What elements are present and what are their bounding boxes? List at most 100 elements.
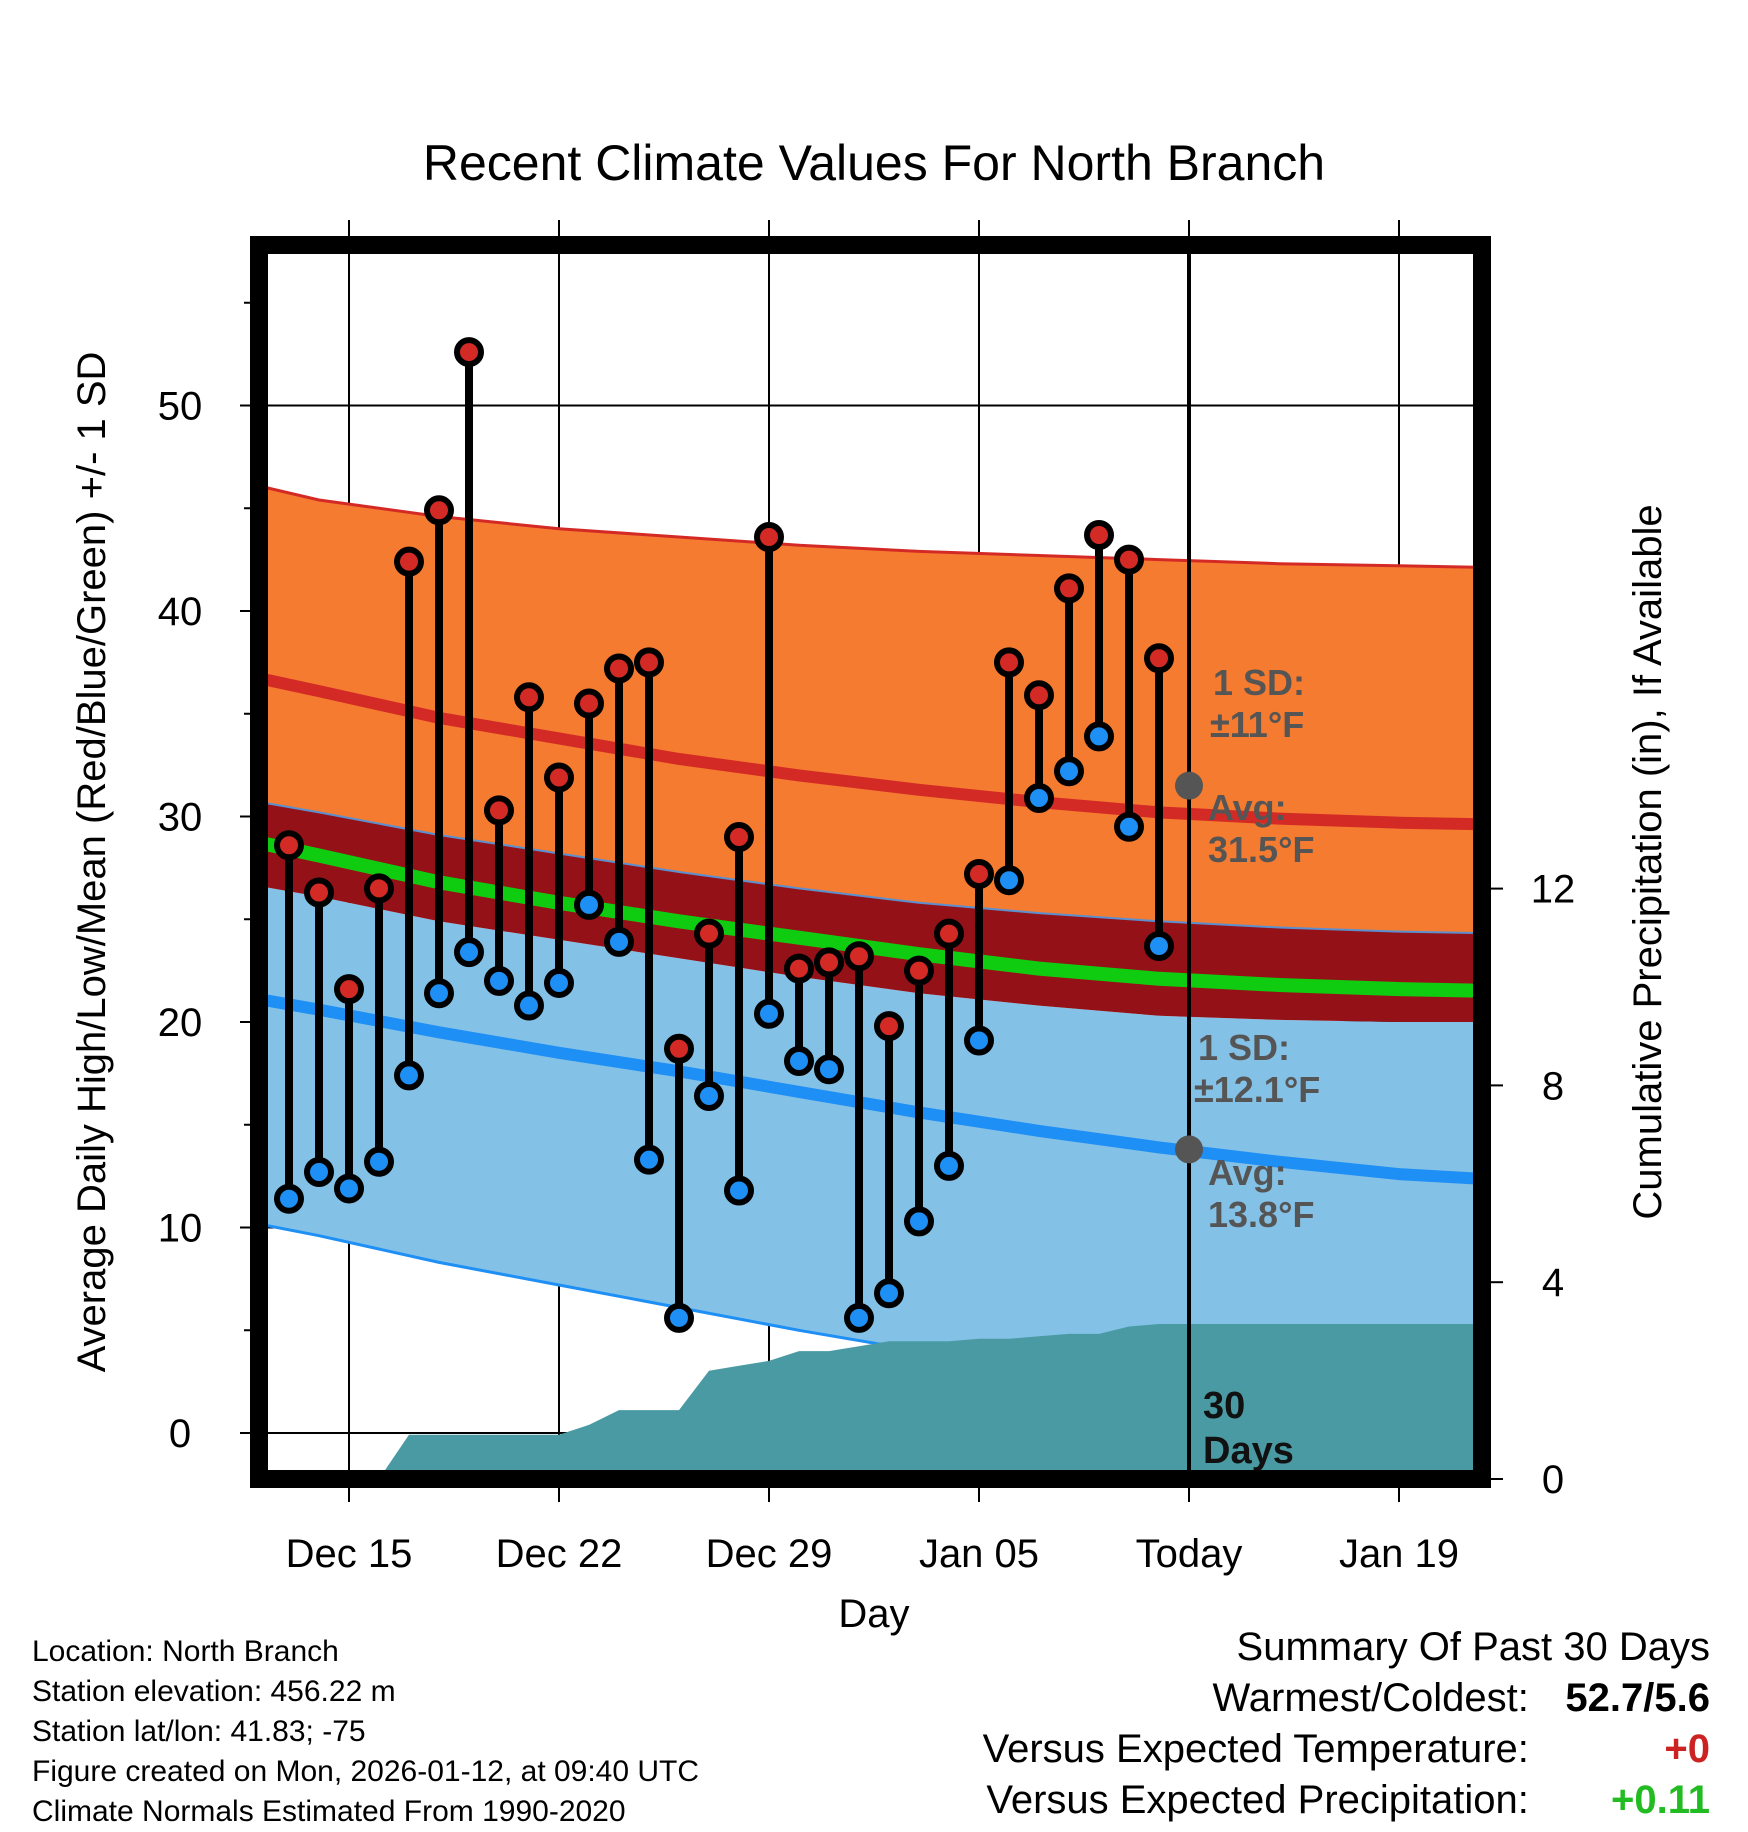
- y-tick-label: 0: [169, 1412, 191, 1456]
- y-tick-label: 30: [158, 796, 203, 840]
- daily-low-point: [844, 1302, 874, 1333]
- daily-low-point: [1024, 783, 1054, 814]
- chart-title: Recent Climate Values For North Branch: [423, 135, 1325, 191]
- y-tick-label: 40: [158, 590, 203, 634]
- daily-low-point: [574, 889, 604, 920]
- summary-temp: Versus Expected Temperature: +0: [983, 1724, 1710, 1775]
- daily-low-point: [814, 1054, 844, 1085]
- warm-cold-label: Warmest/Coldest:: [1212, 1676, 1529, 1720]
- daily-high-point: [1144, 643, 1174, 674]
- plot-frame: [250, 236, 1491, 1488]
- info-latlon: Station lat/lon: 41.83; -75: [32, 1715, 366, 1748]
- high-sd-label: 1 SD:: [1213, 662, 1305, 703]
- summary-panel: Summary Of Past 30 Days Warmest/Coldest:…: [983, 1622, 1710, 1826]
- daily-high-point: [904, 955, 934, 986]
- days-unit-label: Days: [1203, 1430, 1294, 1472]
- low-avg-label: Avg:: [1208, 1152, 1287, 1193]
- info-created: Figure created on Mon, 2026-01-12, at 09…: [32, 1755, 700, 1788]
- warm-cold-value: 52.7/5.6: [1565, 1676, 1710, 1720]
- daily-high-point: [1084, 519, 1114, 550]
- daily-high-point: [304, 877, 334, 908]
- low-avg-value: 13.8°F: [1208, 1194, 1314, 1235]
- daily-high-point: [514, 682, 544, 713]
- y-right-tick-label: 12: [1531, 868, 1576, 912]
- y-tick-label: 50: [158, 385, 203, 429]
- summary-heading: Summary Of Past 30 Days: [1236, 1625, 1710, 1669]
- low-sd-value: ±12.1°F: [1194, 1069, 1320, 1110]
- daily-high-point: [1024, 680, 1054, 711]
- daily-low-point: [784, 1046, 814, 1077]
- daily-high-point: [874, 1011, 904, 1042]
- daily-high-point: [754, 522, 784, 553]
- daily-low-point: [934, 1150, 964, 1181]
- daily-high-point: [994, 647, 1024, 678]
- daily-low-point: [484, 965, 514, 996]
- high-avg-marker: [1175, 771, 1203, 800]
- info-location: Location: North Branch: [32, 1635, 339, 1668]
- high-upper-edge: [259, 484, 1482, 569]
- daily-low-point: [754, 998, 784, 1029]
- y-right-tick-label: 4: [1542, 1261, 1564, 1305]
- x-tick-label: Today: [1136, 1532, 1243, 1576]
- daily-high-point: [544, 762, 574, 793]
- daily-high-point: [1054, 573, 1084, 604]
- daily-low-point: [394, 1060, 424, 1091]
- daily-high-point: [664, 1033, 694, 1064]
- normal-high-line: [259, 672, 1482, 831]
- daily-high-point: [1114, 544, 1144, 575]
- station-info: Location: North Branch Station elevation…: [32, 1632, 699, 1832]
- high-avg-value: 31.5°F: [1208, 829, 1314, 870]
- info-elevation: Station elevation: 456.22 m: [32, 1675, 396, 1708]
- x-tick-label: Dec 15: [286, 1532, 413, 1576]
- daily-high-point: [844, 941, 874, 972]
- daily-low-point: [634, 1144, 664, 1175]
- daily-high-point: [934, 918, 964, 949]
- daily-high-point: [484, 795, 514, 826]
- y-axis-label-right: Cumulative Precipitation (in), If Availa…: [1626, 504, 1670, 1219]
- daily-low-point: [664, 1302, 694, 1333]
- daily-low-point: [994, 865, 1024, 896]
- daily-high-point: [964, 859, 994, 890]
- daily-low-point: [1144, 930, 1174, 961]
- high-sd-band: [259, 485, 1482, 934]
- daily-low-point: [454, 937, 484, 968]
- days-count-label: 30: [1203, 1385, 1245, 1427]
- plot-area: [259, 245, 1482, 1479]
- daily-low-point: [1114, 811, 1144, 842]
- overlap-band: [259, 801, 1482, 1022]
- daily-low-point: [364, 1146, 394, 1177]
- summary-warm-cold: Warmest/Coldest: 52.7/5.6: [983, 1673, 1711, 1724]
- y-right-tick-label: 0: [1542, 1458, 1564, 1502]
- low-sd-label: 1 SD:: [1198, 1027, 1290, 1068]
- summary-precip: Versus Expected Precipitation: +0.11: [983, 1775, 1710, 1826]
- daily-high-point: [334, 974, 364, 1005]
- daily-high-point: [364, 873, 394, 904]
- y-tick-label: 20: [158, 1001, 203, 1045]
- daily-low-point: [544, 967, 574, 998]
- daily-low-point: [514, 990, 544, 1021]
- daily-high-point: [274, 830, 304, 861]
- daily-high-point: [724, 822, 754, 853]
- info-normals: Climate Normals Estimated From 1990-2020: [32, 1795, 626, 1828]
- daily-low-point: [1054, 756, 1084, 787]
- high-avg-label: Avg:: [1208, 787, 1287, 828]
- daily-low-point: [304, 1157, 334, 1188]
- daily-low-point: [1084, 721, 1114, 752]
- daily-high-point: [454, 337, 484, 368]
- daily-low-point: [724, 1175, 754, 1206]
- daily-high-point: [424, 495, 454, 526]
- daily-low-point: [964, 1025, 994, 1056]
- x-tick-label: Jan 05: [919, 1532, 1039, 1576]
- daily-low-point: [334, 1173, 364, 1204]
- daily-high-point: [694, 918, 724, 949]
- daily-low-point: [874, 1278, 904, 1309]
- temp-value: +0: [1664, 1727, 1710, 1771]
- daily-high-point: [574, 688, 604, 719]
- daily-low-point: [424, 978, 454, 1009]
- y-axis-label: Average Daily High/Low/Mean (Red/Blue/Gr…: [70, 352, 114, 1373]
- high-sd-value: ±11°F: [1210, 704, 1304, 745]
- daily-high-point: [634, 647, 664, 678]
- daily-low-point: [694, 1080, 724, 1111]
- low-avg-marker: [1175, 1135, 1203, 1164]
